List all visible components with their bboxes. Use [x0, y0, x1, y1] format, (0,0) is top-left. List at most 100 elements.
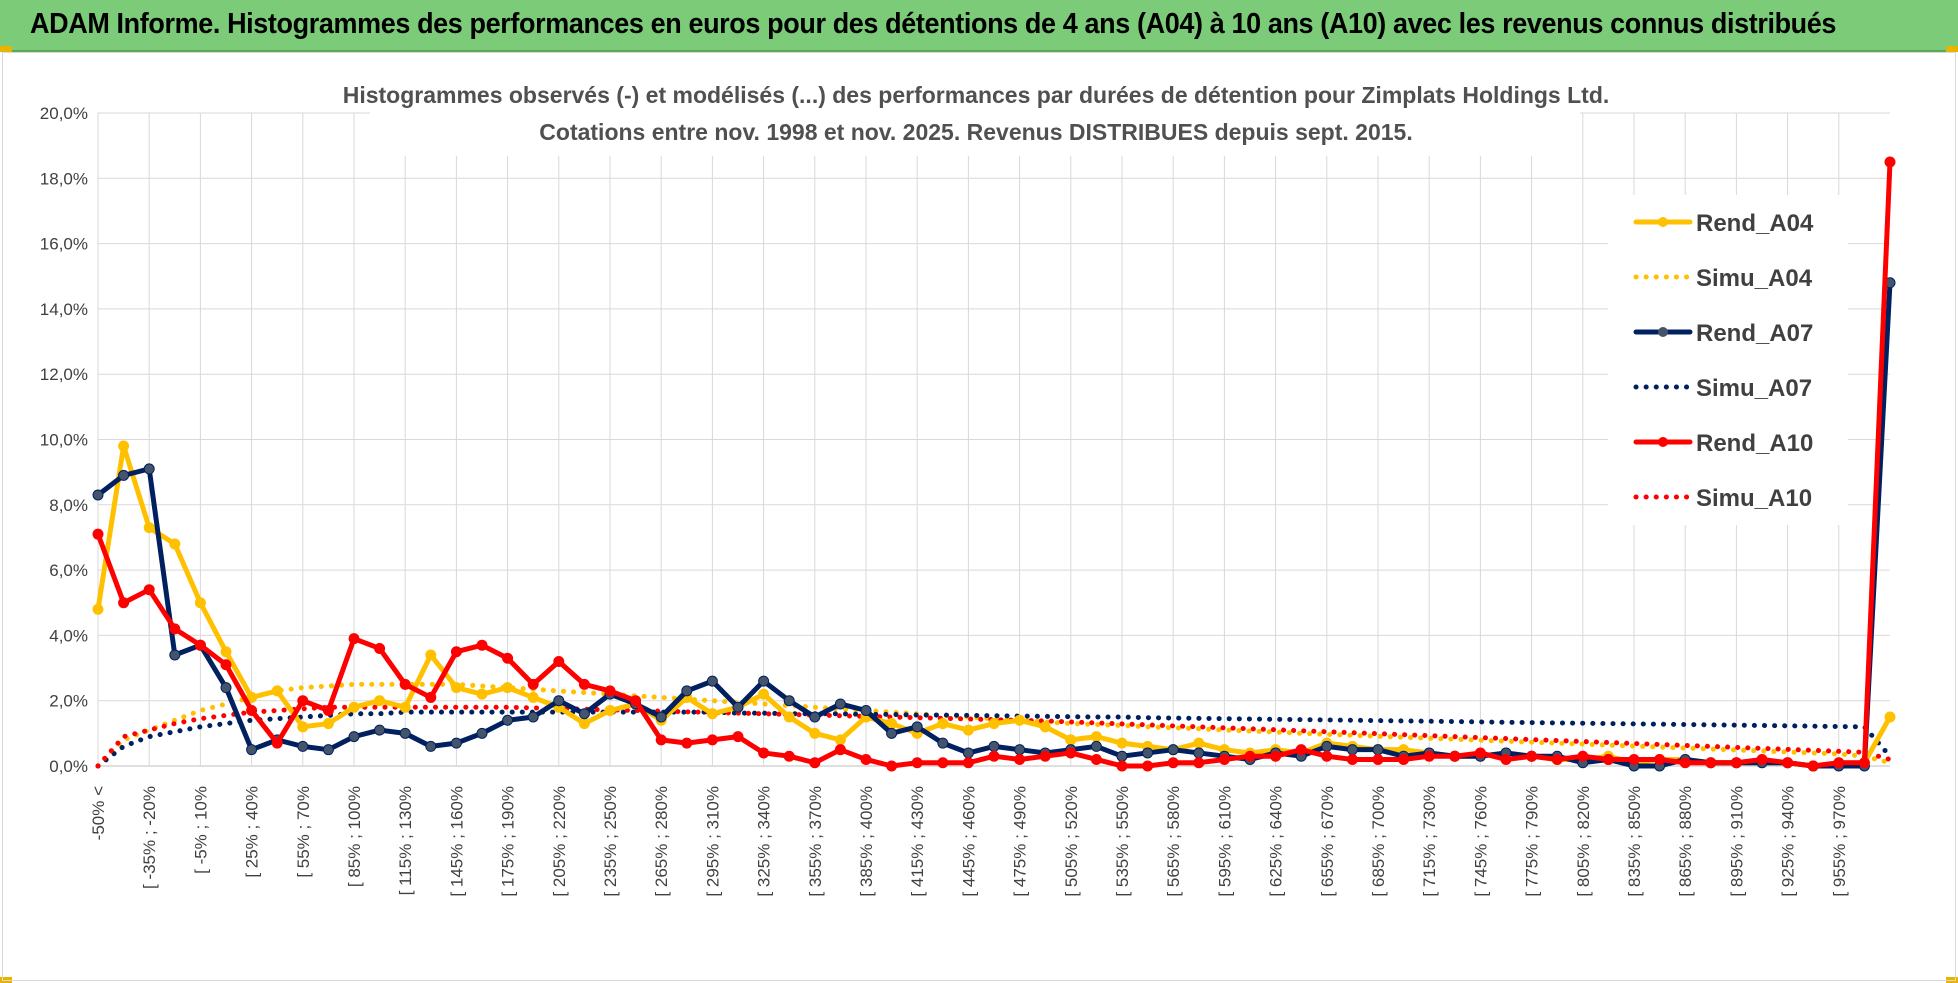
data-point — [297, 740, 309, 752]
data-point — [1014, 744, 1026, 756]
data-point — [348, 633, 360, 645]
data-point — [527, 711, 539, 723]
data-point — [1116, 760, 1128, 772]
data-point — [681, 737, 693, 749]
x-tick-label: [ 925% ; 940% — [1779, 786, 1798, 897]
x-tick-label: [ 415% ; 430% — [908, 786, 927, 897]
data-point — [1116, 750, 1128, 762]
chart-title-line-1: Histogrammes observés (-) et modélisés (… — [343, 82, 1610, 108]
legend-label: Simu_A10 — [1696, 485, 1812, 512]
data-point — [783, 695, 795, 707]
data-point — [1858, 757, 1870, 769]
data-point — [502, 652, 514, 664]
data-point — [1090, 753, 1102, 765]
data-point — [348, 731, 360, 743]
x-tick-label: [ 235% ; 250% — [601, 786, 620, 897]
grid-lines — [97, 112, 1890, 767]
data-point — [322, 744, 334, 756]
y-tick-label: 4,0% — [49, 626, 88, 645]
data-point — [425, 649, 437, 661]
data-point — [578, 678, 590, 690]
data-point — [783, 750, 795, 762]
legend-label: Rend_A04 — [1696, 210, 1814, 237]
data-point — [297, 721, 309, 733]
data-point — [834, 698, 846, 710]
data-point — [809, 757, 821, 769]
data-point — [1090, 740, 1102, 752]
data-point — [246, 704, 258, 716]
x-tick-label: [ 955% ; 970% — [1830, 786, 1849, 897]
data-point — [92, 489, 104, 501]
y-tick-label: 8,0% — [49, 496, 88, 515]
data-point — [322, 718, 334, 730]
data-point — [834, 734, 846, 746]
x-tick-label: [ 625% ; 640% — [1267, 786, 1286, 897]
x-tick-label: [ 805% ; 820% — [1574, 786, 1593, 897]
data-point — [655, 711, 667, 723]
data-point — [374, 695, 386, 707]
legend-background — [1608, 195, 1848, 525]
y-tick-label: 10,0% — [40, 431, 88, 450]
data-point — [758, 688, 770, 700]
data-point — [374, 724, 386, 736]
data-point — [706, 675, 718, 687]
data-point — [143, 584, 155, 596]
x-tick-label: [ 145% ; 160% — [447, 786, 466, 897]
x-tick-label: [ 595% ; 610% — [1215, 786, 1234, 897]
data-point — [1065, 734, 1077, 746]
data-point — [681, 685, 693, 697]
data-point — [1014, 714, 1026, 726]
data-point — [1884, 156, 1896, 168]
series-lines — [92, 156, 1896, 772]
y-tick-label: 20,0% — [40, 104, 88, 123]
data-point — [425, 740, 437, 752]
legend-label: Simu_A04 — [1696, 265, 1813, 292]
x-tick-label: [ -35% ; -20% — [140, 786, 159, 889]
data-point — [118, 469, 130, 481]
x-tick-label: [ 85% ; 100% — [345, 786, 364, 887]
data-point — [937, 757, 949, 769]
data-point — [988, 750, 1000, 762]
data-point — [1346, 744, 1358, 756]
data-point — [1602, 753, 1614, 765]
data-point — [553, 656, 565, 668]
data-point — [194, 639, 206, 651]
data-point — [706, 734, 718, 746]
x-tick-label: [ 775% ; 790% — [1523, 786, 1542, 897]
data-point — [911, 721, 923, 733]
series-line-simu-a07 — [95, 709, 1893, 769]
data-point — [399, 678, 411, 690]
data-point — [911, 757, 923, 769]
data-point — [297, 695, 309, 707]
data-point — [1193, 747, 1205, 759]
data-point — [1705, 757, 1717, 769]
data-point — [1039, 721, 1051, 733]
data-point — [1551, 753, 1563, 765]
data-point — [1833, 757, 1845, 769]
data-point — [988, 718, 1000, 730]
data-point — [476, 727, 488, 739]
data-point — [1577, 750, 1589, 762]
x-tick-label: [ 685% ; 700% — [1369, 786, 1388, 897]
data-point — [1167, 744, 1179, 756]
data-point — [527, 678, 539, 690]
data-point — [399, 727, 411, 739]
data-point — [655, 734, 667, 746]
data-point — [1193, 757, 1205, 769]
data-point — [758, 675, 770, 687]
x-tick-label: [ 565% ; 580% — [1164, 786, 1183, 897]
x-tick-label: [ 265% ; 280% — [652, 786, 671, 897]
y-tick-label: 6,0% — [49, 561, 88, 580]
legend-marker — [1658, 217, 1668, 227]
data-point — [1756, 753, 1768, 765]
data-point — [1449, 750, 1461, 762]
data-point — [425, 691, 437, 703]
legend: Rend_A04 Simu_A04 Rend_A07 Simu_A07 Rend_A10… — [1608, 195, 1848, 525]
x-tick-label: [ 205% ; 220% — [550, 786, 569, 897]
x-tick-label: -50% < — [89, 786, 108, 840]
data-point — [1090, 731, 1102, 743]
y-tick-label: 18,0% — [40, 169, 88, 188]
data-point — [1372, 753, 1384, 765]
chart-title-background — [370, 72, 1580, 156]
